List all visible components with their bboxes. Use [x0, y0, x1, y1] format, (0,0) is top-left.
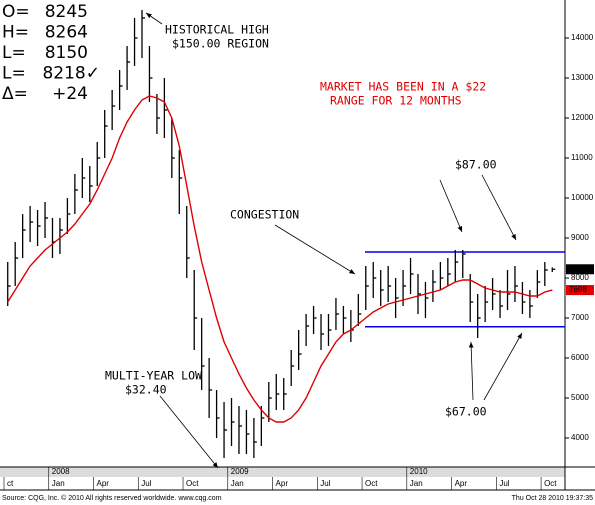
quote-label: Δ=	[2, 84, 28, 104]
y-tick-label: 6000	[571, 353, 589, 362]
annotation: $87.00	[455, 158, 497, 172]
x-tick-label: Jul	[320, 479, 330, 488]
year-band	[0, 467, 565, 477]
year-label: 2009	[231, 467, 249, 476]
arrow	[439, 179, 463, 233]
annotation: RANGE FOR 12 MONTHS	[330, 94, 462, 108]
price-box	[566, 285, 594, 296]
y-tick-label: 10000	[571, 193, 594, 202]
x-tick-label: Jul	[499, 479, 509, 488]
x-tick-label: Apr	[97, 479, 110, 488]
annotation: MULTI-YEAR LOW	[105, 369, 202, 383]
x-tick-label: Jan	[52, 479, 65, 488]
quote-value: 8150	[45, 43, 88, 63]
x-tick-label: ct	[7, 479, 14, 488]
quote-label: L=	[2, 43, 26, 63]
price-label: 8218	[569, 264, 587, 273]
quote-box: O= 8245 H= 8264 L= 8150 L= 8218✓ Δ= +24	[0, 0, 102, 104]
plot-area	[7, 10, 565, 458]
arrow	[483, 332, 523, 401]
y-tick-label: 11000	[571, 153, 593, 162]
y-tick-label: 4000	[571, 433, 589, 442]
price-box	[566, 264, 594, 275]
y-tick-label: 12000	[571, 113, 594, 122]
annotation: $150.00 REGION	[172, 37, 269, 51]
annotation: $32.40	[125, 383, 167, 397]
arrow	[145, 12, 163, 25]
x-tick-label: Oct	[544, 479, 557, 488]
annotation: MARKET HAS BEEN IN A $22	[320, 80, 486, 94]
annotation: CONGESTION	[230, 208, 299, 222]
x-tick-label: Oct	[365, 479, 378, 488]
quote-value: 8264	[45, 23, 88, 43]
arrow	[468, 341, 474, 401]
x-tick-label: Oct	[186, 479, 199, 488]
arrow	[159, 395, 219, 469]
source: Source: CQG, Inc. © 2010 All rights rese…	[2, 494, 222, 502]
y-tick-label: 8000	[571, 273, 589, 282]
x-tick-label: Jan	[231, 479, 244, 488]
quote-label: O=	[2, 2, 30, 22]
price-label: 7698	[569, 285, 587, 294]
y-tick-label: 13000	[571, 73, 594, 82]
quote-label: H=	[2, 23, 29, 43]
quote-bg	[0, 0, 102, 104]
x-tick-label: Jul	[141, 479, 151, 488]
year-label: 2008	[52, 467, 70, 476]
quote-label: L=	[2, 64, 26, 84]
x-tick-label: Apr	[455, 479, 468, 488]
y-tick-label: 14000	[571, 33, 594, 42]
y-tick-label: 5000	[571, 393, 589, 402]
timestamp: Thu Oct 28 2010 19:37:35	[512, 495, 593, 502]
annotation: HISTORICAL HIGH	[165, 23, 269, 37]
year-label: 2010	[410, 467, 428, 476]
annotation: $67.00	[445, 405, 487, 419]
quote-value: +24	[52, 84, 88, 104]
quote-value: 8218✓	[42, 64, 100, 84]
arrow	[274, 224, 356, 275]
y-tick-label: 7000	[571, 313, 589, 322]
x-tick-label: Jan	[410, 479, 423, 488]
arrow	[481, 174, 517, 241]
annotations: HISTORICAL HIGH $150.00 REGION MARKET HA…	[105, 12, 523, 469]
y-tick-label: 9000	[571, 233, 589, 242]
moving-average	[7, 95, 553, 423]
quote-value: 8245	[45, 2, 88, 22]
x-tick-label: Apr	[276, 479, 289, 488]
